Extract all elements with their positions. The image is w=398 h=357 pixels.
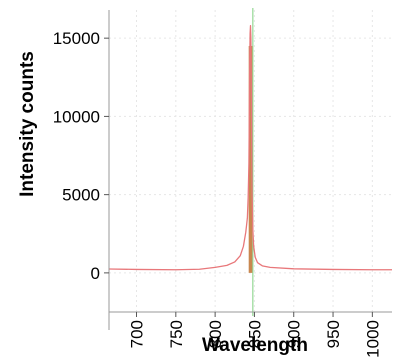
y-tick-label: 5000 (62, 186, 100, 205)
y-tick-label: 15000 (53, 29, 100, 48)
x-axis-ticks: 700 750 800 850 900 950 1000 (128, 312, 382, 357)
spectrum-line (108, 25, 392, 271)
x-tick-label: 750 (167, 320, 186, 348)
plot-area (108, 8, 392, 316)
axes (108, 10, 392, 330)
y-tick-label: 0 (91, 264, 100, 283)
x-tick-label: 700 (128, 320, 147, 348)
x-tick-label: 900 (285, 320, 304, 348)
x-tick-label: 800 (206, 320, 225, 348)
y-axis-ticks: 0 5000 10000 15000 (53, 29, 109, 283)
peak-bar (248, 45, 253, 273)
x-tick-label: 1000 (363, 320, 382, 357)
x-tick-label: 950 (324, 320, 343, 348)
x-tick-label: 850 (245, 320, 264, 348)
x-axis-label: Wavelength (202, 335, 308, 356)
y-tick-label: 10000 (53, 107, 100, 126)
y-axis-label: Intensity counts (17, 51, 38, 197)
